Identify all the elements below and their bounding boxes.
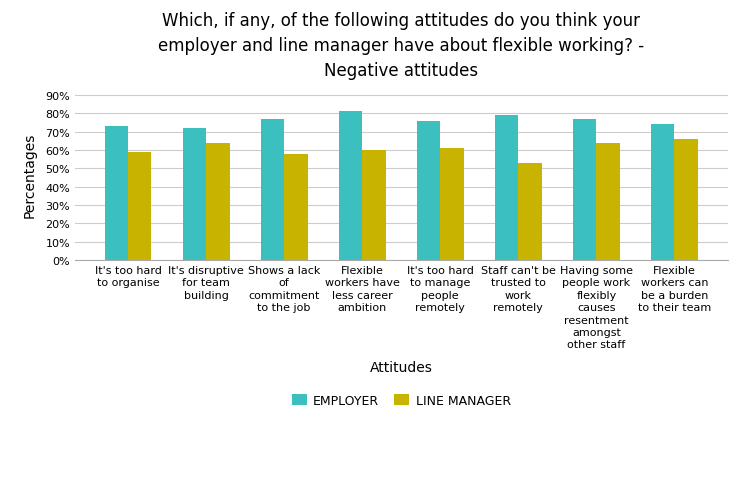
Bar [440, 149, 464, 261]
Bar [417, 121, 440, 261]
Bar [284, 154, 308, 261]
Title: Which, if any, of the following attitudes do you think your
employer and line ma: Which, if any, of the following attitude… [158, 13, 644, 80]
Y-axis label: Percentages: Percentages [23, 133, 37, 218]
Bar [362, 151, 386, 261]
Bar [339, 112, 362, 261]
Bar [518, 163, 542, 261]
Bar [495, 116, 518, 261]
Legend: EMPLOYER, LINE MANAGER: EMPLOYER, LINE MANAGER [286, 389, 516, 412]
Bar [183, 129, 206, 261]
Bar [105, 127, 128, 261]
Bar [128, 152, 152, 261]
Bar [651, 125, 674, 261]
Bar [206, 143, 230, 261]
Bar [596, 143, 619, 261]
Bar [573, 119, 596, 261]
X-axis label: Attitudes: Attitudes [370, 361, 433, 375]
Bar [674, 140, 698, 261]
Bar [261, 119, 284, 261]
